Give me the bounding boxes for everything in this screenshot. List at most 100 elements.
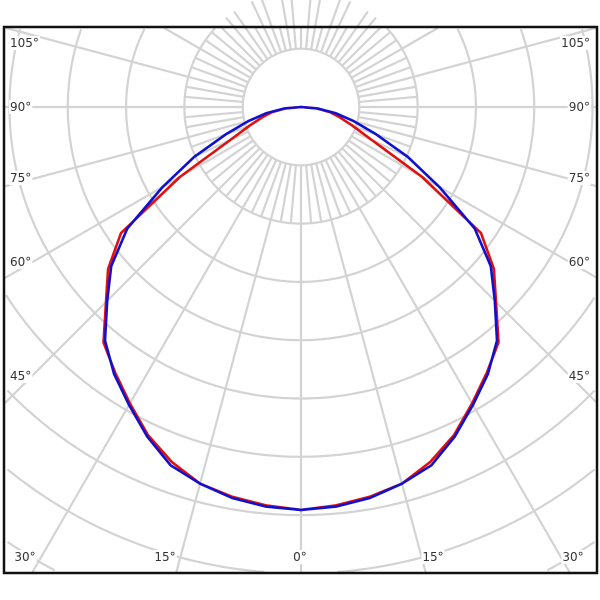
angular-grid-spoke (350, 135, 597, 279)
angular-grid-spoke (4, 147, 261, 404)
inner-grid-spoke (337, 150, 377, 198)
inner-grid-spoke (191, 66, 247, 89)
series-curve-1 (103, 105, 499, 512)
inner-grid-spoke (281, 0, 292, 50)
radial-grid-ring (301, 28, 536, 342)
label-background (561, 550, 585, 564)
inner-grid-spoke (185, 116, 244, 129)
angular-grid-spoke (357, 121, 597, 188)
label-background (567, 369, 591, 383)
angle-label-right: 45° (569, 369, 590, 383)
label-background (9, 171, 33, 185)
angular-grid-spoke (278, 27, 287, 51)
label-background (153, 550, 177, 564)
inner-grid-spoke (225, 16, 265, 64)
label-background (13, 550, 37, 564)
inner-grid-spoke (310, 0, 321, 50)
angular-grid-spoke (4, 135, 252, 279)
inner-grid-spoke (304, 0, 312, 50)
inner-grid-spoke (337, 16, 377, 64)
angular-grid-spoke (357, 26, 597, 93)
radial-grid-ring (8, 28, 301, 400)
inner-grid-spoke (210, 143, 258, 183)
series-group (102, 105, 500, 512)
angle-label-bottom: 15° (422, 550, 443, 564)
plot-frame (2, 25, 599, 575)
inner-grid-spoke (310, 164, 323, 223)
inner-grid-spoke (191, 125, 247, 148)
inner-grid-spoke (333, 10, 369, 60)
label-background (9, 369, 33, 383)
angle-label-left: 105° (10, 36, 39, 50)
radial-grid-ring (66, 28, 301, 342)
inner-grid-spoke (358, 95, 418, 104)
angle-label-right: 75° (569, 171, 590, 185)
angle-label-bottom: 30° (14, 550, 35, 564)
inner-grid-spoke (185, 85, 244, 98)
angular-grid-spoke (163, 27, 252, 79)
inner-grid-spoke (344, 143, 392, 183)
inner-grid-spoke (260, 0, 283, 53)
label-background (567, 100, 591, 114)
radial-grid-ring (301, 389, 596, 517)
label-background (560, 36, 591, 50)
inner-grid-spoke (194, 56, 249, 84)
angle-label-right: 90° (569, 100, 590, 114)
inner-grid-spoke (355, 66, 411, 89)
inner-grid-spoke (250, 159, 278, 214)
inner-grid-spoke (204, 39, 254, 75)
label-background (421, 550, 445, 564)
inner-grid-spoke (204, 139, 254, 175)
angle-label-right: 105° (561, 36, 590, 50)
inner-grid-spoke (324, 159, 352, 214)
inner-grid-spoke (290, 0, 298, 50)
angular-grid-spoke (341, 27, 381, 67)
inner-grid-spoke (289, 164, 298, 224)
angle-label-bottom: 15° (154, 550, 175, 564)
inner-grid-spoke (184, 95, 244, 104)
inner-grid-spoke (233, 154, 269, 204)
inner-grid-spoke (333, 154, 369, 204)
angle-label-right: 60° (569, 255, 590, 269)
angular-grid-spoke (31, 156, 273, 573)
inner-grid-spoke (358, 110, 418, 119)
inner-grid-spoke (344, 31, 392, 71)
inner-grid-spoke (358, 85, 417, 98)
inner-grid-spoke (353, 130, 408, 158)
inner-grid-spoke (319, 0, 342, 53)
radial-grid-ring (301, 28, 594, 400)
label-background (9, 36, 40, 50)
label-background (567, 255, 591, 269)
angular-grid-spoke (350, 27, 439, 79)
angle-label-left: 90° (10, 100, 31, 114)
angular-grid-spoke (221, 27, 261, 67)
inner-grid-spoke (348, 139, 398, 175)
inner-grid-spoke (194, 130, 249, 158)
angular-grid-spoke (175, 163, 287, 573)
label-background (9, 255, 33, 269)
angular-grid-spoke (341, 147, 597, 403)
angle-label-left: 60° (10, 255, 31, 269)
label-background (292, 550, 308, 564)
inner-grid-spoke (348, 39, 398, 75)
inner-grid-spoke (210, 31, 258, 71)
label-background (9, 100, 33, 114)
inner-grid-spoke (233, 10, 269, 60)
angle-label-left: 75° (10, 171, 31, 185)
inner-grid-spoke (353, 56, 408, 84)
inner-grid-spoke (358, 116, 417, 129)
angular-grid-spoke (5, 26, 245, 93)
angular-grid-spoke (4, 121, 245, 188)
angle-label-bottom: 0° (293, 550, 307, 564)
inner-grid-spoke (319, 161, 342, 217)
inner-grid-spoke (225, 150, 265, 198)
inner-grid-spoke (184, 110, 244, 119)
radial-grid-ring (6, 468, 265, 574)
inner-grid-spoke (355, 125, 411, 148)
angular-grid-spoke (315, 27, 324, 51)
angular-grid-spoke (254, 27, 273, 58)
inner-grid-spoke (260, 161, 283, 217)
inner-grid-spoke (279, 164, 292, 223)
angle-label-left: 45° (10, 369, 31, 383)
